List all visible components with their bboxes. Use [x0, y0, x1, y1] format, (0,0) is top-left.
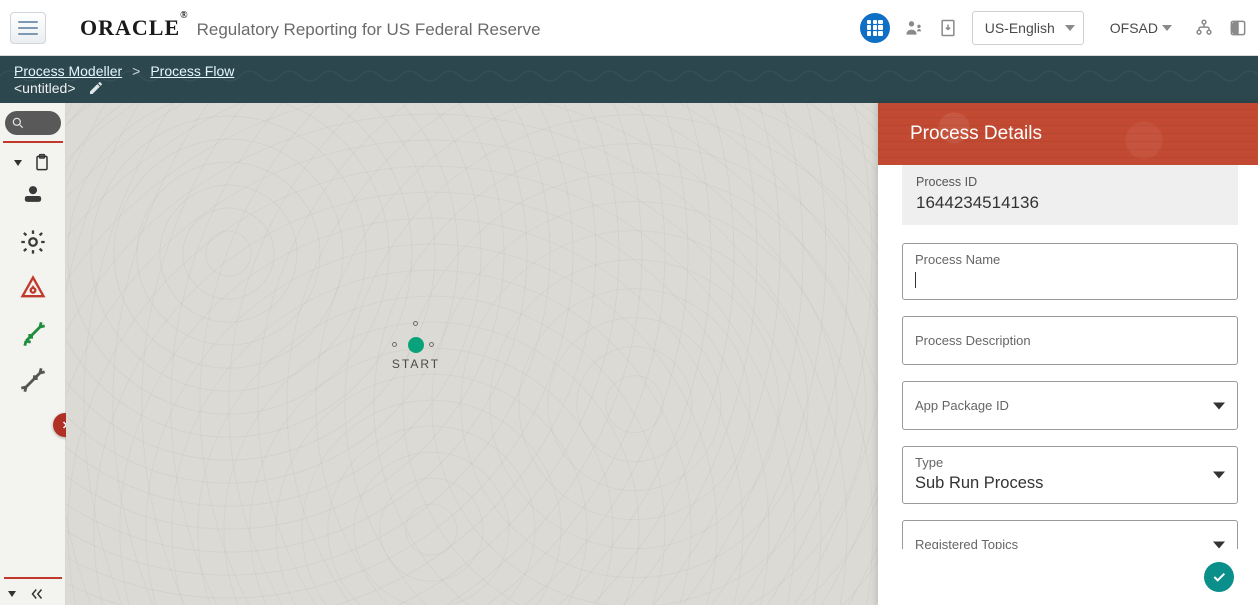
rail-group-toggle[interactable]: [0, 153, 65, 173]
breadcrumb-current[interactable]: Process Flow: [150, 63, 234, 79]
download-doc-icon[interactable]: [938, 18, 958, 38]
process-desc-label: Process Description: [915, 333, 1031, 348]
main: START Process Details Process ID 1644234…: [0, 103, 1258, 605]
palette-service-task[interactable]: [13, 219, 53, 265]
language-select[interactable]: US-English: [972, 11, 1084, 45]
process-desc-field[interactable]: Process Description: [902, 316, 1238, 365]
topics-label: Registered Topics: [915, 537, 1018, 549]
user-icon: [19, 182, 47, 210]
chevron-down-icon: [1162, 25, 1172, 31]
confirm-button[interactable]: [1204, 562, 1234, 592]
user-value: OFSAD: [1110, 20, 1158, 36]
chevron-down-icon: [1213, 402, 1225, 409]
app-package-field[interactable]: App Package ID: [902, 381, 1238, 430]
breadcrumb-separator: >: [132, 63, 140, 79]
scatter-in-icon: [19, 366, 47, 394]
type-field[interactable]: Type Sub Run Process: [902, 446, 1238, 504]
check-icon: [1211, 569, 1227, 585]
edit-title-button[interactable]: [88, 80, 104, 96]
chevron-down-icon: [1213, 472, 1225, 479]
palette-human-task[interactable]: [13, 173, 53, 219]
palette-alert-task[interactable]: [13, 265, 53, 311]
palette-merge[interactable]: [13, 357, 53, 403]
brand-logo: ORACLE®: [80, 15, 189, 41]
brand-subtitle: Regulatory Reporting for US Federal Rese…: [197, 20, 541, 40]
left-rail: [0, 103, 66, 605]
process-details-panel: Process Details Process ID 1644234514136…: [878, 103, 1258, 605]
hamburger-wrap: [0, 0, 56, 56]
gear-icon: [19, 228, 47, 256]
canvas-dim-overlay: [66, 103, 878, 605]
process-canvas[interactable]: START: [66, 103, 878, 605]
brand-text: ORACLE: [80, 15, 180, 40]
clipboard-icon: [32, 153, 52, 173]
chevron-down-icon: [1065, 25, 1075, 31]
process-name-label: Process Name: [915, 252, 1225, 267]
chevron-down-icon: [14, 160, 22, 166]
type-label: Type: [915, 455, 1225, 470]
grid-icon: [867, 20, 883, 36]
rail-bottom-toggle[interactable]: [0, 581, 65, 605]
panel-body: Process ID 1644234514136 Process Name Pr…: [878, 165, 1258, 549]
user-role-icon[interactable]: [904, 18, 924, 38]
chevron-down-icon: [1213, 541, 1225, 548]
divider: [3, 141, 63, 143]
top-bar: ORACLE® Regulatory Reporting for US Fede…: [0, 0, 1258, 56]
divider: [4, 577, 62, 579]
process-id-value: 1644234514136: [916, 193, 1224, 213]
app-package-label: App Package ID: [915, 398, 1009, 413]
panel-footer: [878, 549, 1258, 605]
breadcrumb-root[interactable]: Process Modeller: [14, 63, 122, 79]
language-value: US-English: [985, 20, 1055, 36]
brand-suffix: ®: [180, 10, 188, 21]
palette-split[interactable]: [13, 311, 53, 357]
process-name-input[interactable]: [915, 271, 1225, 288]
process-name-input-caret: [915, 271, 1225, 289]
double-chevron-left-icon: [26, 585, 48, 603]
panel-title: Process Details: [878, 103, 1258, 165]
process-name-field[interactable]: Process Name: [902, 243, 1238, 300]
chevron-down-icon: [8, 591, 16, 597]
topbar-right: US-English OFSAD: [860, 11, 1248, 45]
start-node[interactable]: START: [408, 337, 424, 353]
hamburger-button[interactable]: [10, 12, 46, 44]
breadcrumb: Process Modeller > Process Flow: [14, 63, 1258, 79]
search-pill[interactable]: [5, 111, 61, 135]
warning-gear-icon: [19, 274, 47, 302]
topics-field[interactable]: Registered Topics: [902, 520, 1238, 549]
node-handle-right[interactable]: [429, 342, 434, 347]
user-select[interactable]: OFSAD: [1098, 11, 1180, 45]
start-node-label: START: [392, 357, 440, 371]
node-handle-left[interactable]: [392, 342, 397, 347]
process-id-field: Process ID 1644234514136: [902, 165, 1238, 225]
theme-icon[interactable]: [1228, 18, 1248, 38]
brand: ORACLE® Regulatory Reporting for US Fede…: [80, 15, 541, 41]
type-value: Sub Run Process: [915, 474, 1225, 493]
process-id-label: Process ID: [916, 175, 1224, 189]
start-node-core: [408, 337, 424, 353]
search-icon: [11, 116, 25, 130]
node-handle-top[interactable]: [413, 321, 418, 326]
org-chart-icon[interactable]: [1194, 18, 1214, 38]
breadcrumb-bar: Process Modeller > Process Flow <untitle…: [0, 56, 1258, 103]
app-grid-button[interactable]: [860, 13, 890, 43]
scatter-out-icon: [19, 320, 47, 348]
page-title: <untitled>: [14, 80, 76, 96]
